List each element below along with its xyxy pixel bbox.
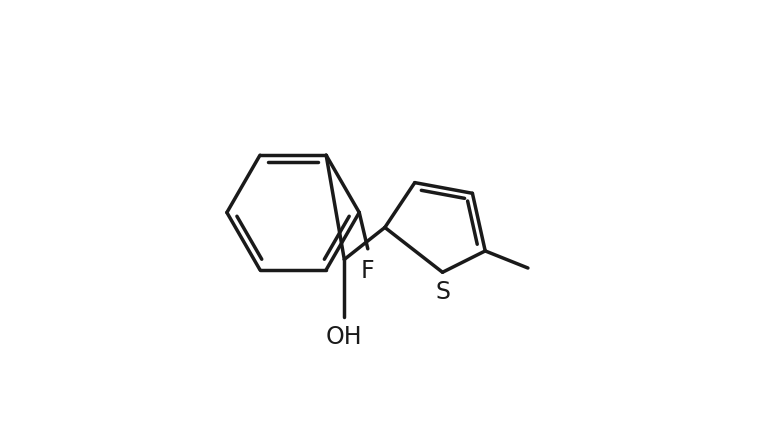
Text: S: S xyxy=(435,280,450,304)
Text: F: F xyxy=(361,259,375,282)
Text: OH: OH xyxy=(326,325,362,348)
